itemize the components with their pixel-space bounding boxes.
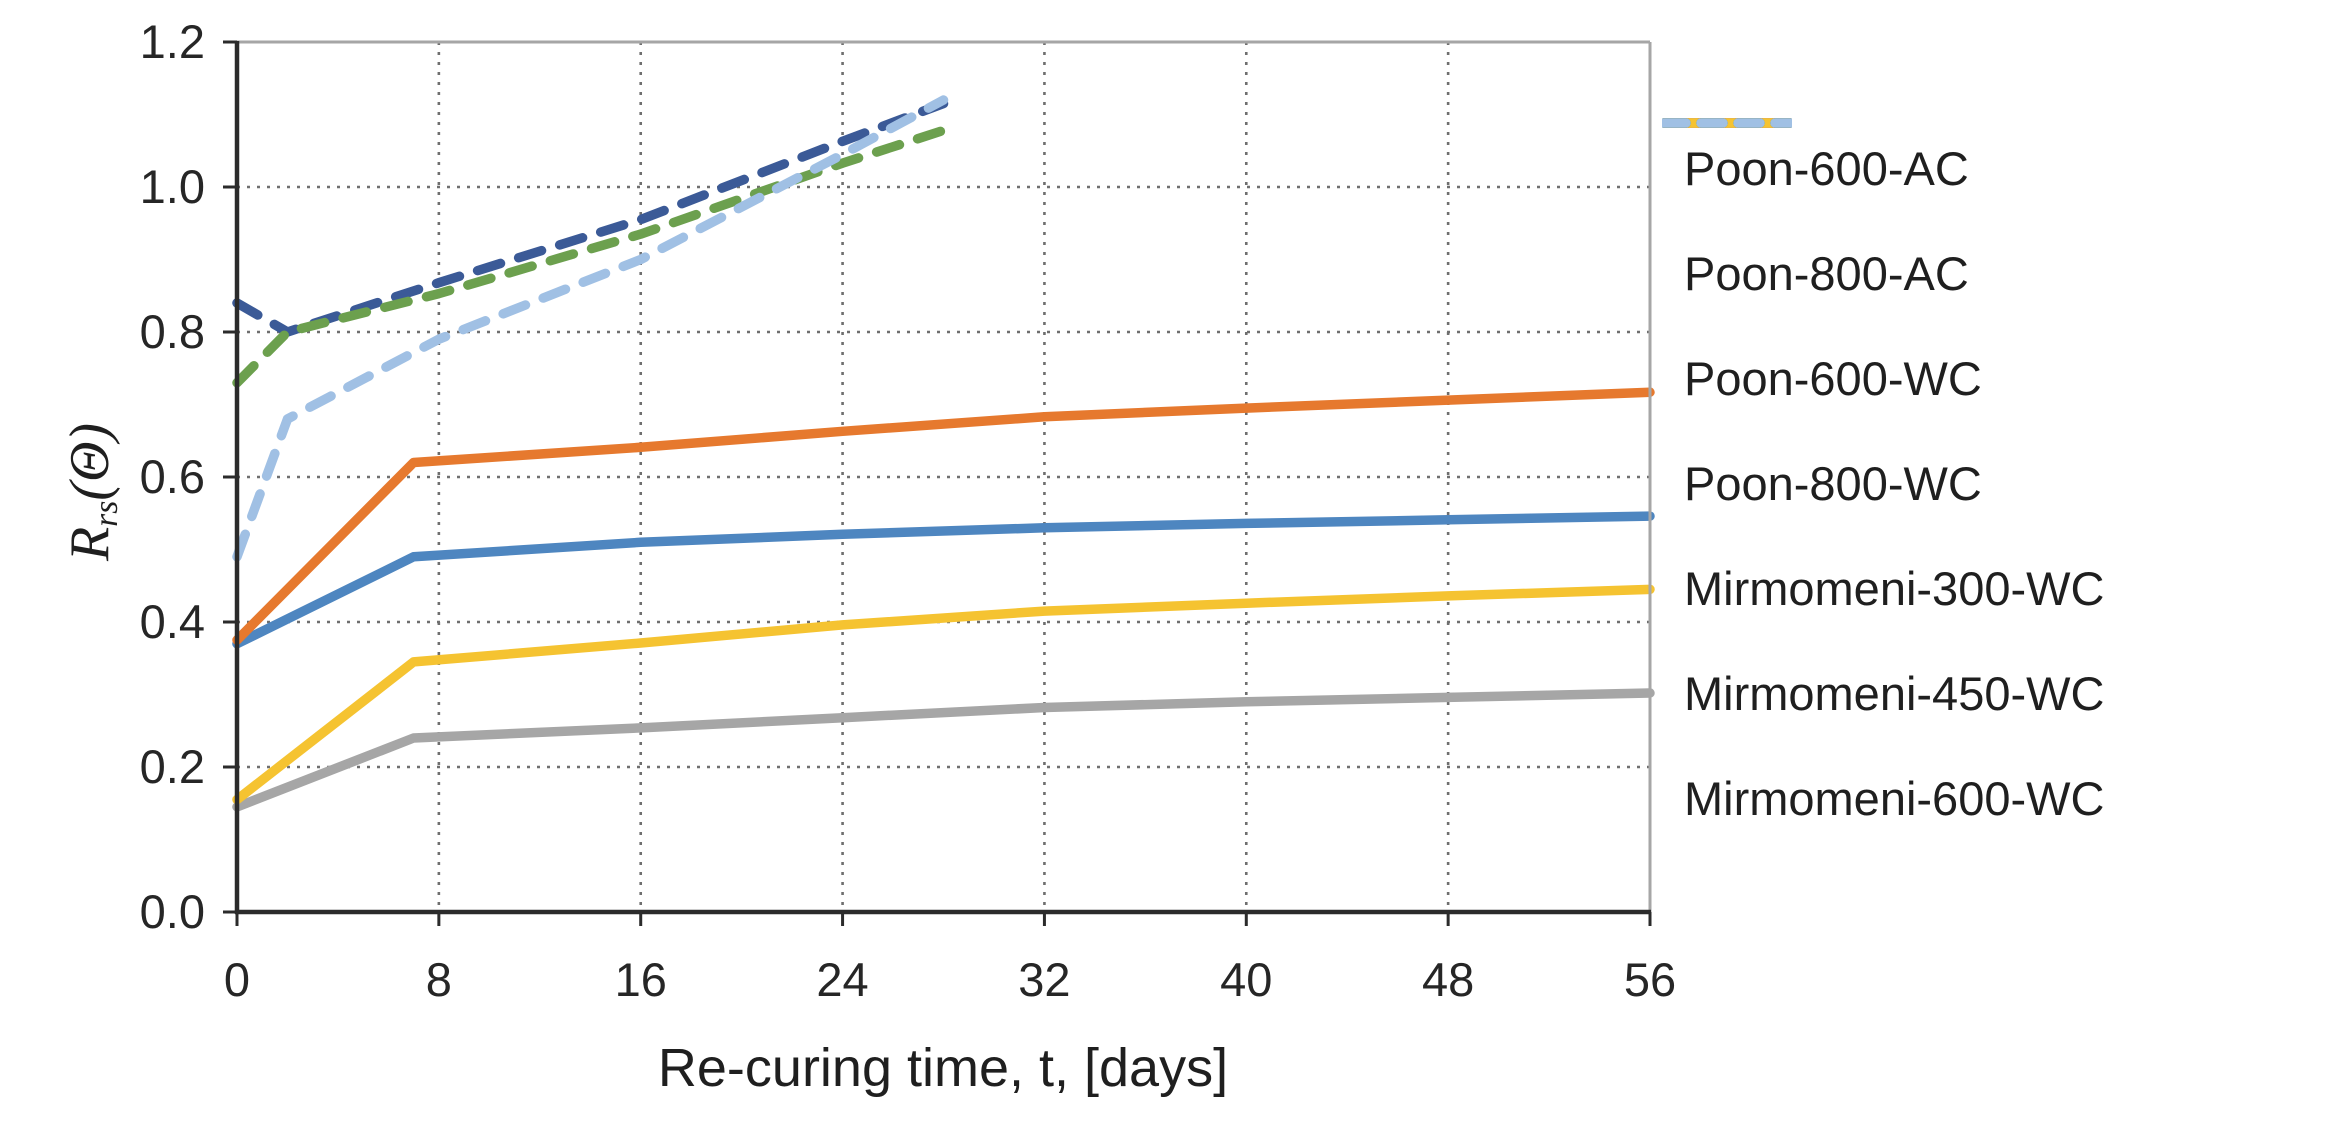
series-line-mirmomeni-300-wc xyxy=(232,98,949,337)
legend-item-mirmomeni-600-wc: Mirmomeni-600-WC xyxy=(1662,118,2105,851)
x-tick-label: 32 xyxy=(1018,953,1070,1006)
series-layer xyxy=(232,95,1655,812)
legend-item-poon-800-wc: Poon-800-WC xyxy=(1662,118,2104,536)
y-axis-title-subscript: rs xyxy=(88,500,126,527)
grid-layer xyxy=(237,42,1650,912)
y-tick-label: 0.4 xyxy=(140,595,205,648)
x-axis-title: Re-curing time, t, [days] xyxy=(657,1038,1229,1098)
legend-item-mirmomeni-450-wc: Mirmomeni-450-WC xyxy=(1662,118,2105,746)
legend-label: Poon-600-AC xyxy=(1684,142,1969,195)
legend-label: Poon-600-WC xyxy=(1684,352,1982,405)
y-tick-label: 0.0 xyxy=(140,885,205,938)
series-line-poon-800-ac xyxy=(232,688,1655,812)
series-line-mirmomeni-450-wc xyxy=(232,125,949,388)
series-line-poon-600-ac xyxy=(232,511,1655,649)
legend-label: Mirmomeni-450-WC xyxy=(1684,667,2105,720)
x-tick-label: 24 xyxy=(816,953,868,1006)
x-tick-label: 16 xyxy=(615,953,667,1006)
x-tick-label: 8 xyxy=(426,953,452,1006)
legend-item-mirmomeni-300-wc: Mirmomeni-300-WC xyxy=(1662,118,2105,641)
series-line-mirmomeni-600-wc xyxy=(232,95,949,562)
legend-label: Mirmomeni-600-WC xyxy=(1684,772,2105,825)
series-line-poon-800-wc xyxy=(232,584,1655,805)
legend: Poon-600-AC Poon-800-AC Poon-600-WC Poon-80… xyxy=(1662,116,2104,851)
axis-layer xyxy=(223,40,1652,926)
y-tick-label: 1.0 xyxy=(140,160,205,213)
legend-item-poon-600-ac: Poon-600-AC xyxy=(1662,116,2104,221)
y-axis-title: Rrs(Θ) xyxy=(58,423,126,561)
y-tick-label: 0.6 xyxy=(140,450,205,503)
legend-item-poon-600-wc: Poon-600-WC xyxy=(1662,118,2104,431)
y-axis-title-base: R xyxy=(58,526,121,562)
legend-label: Mirmomeni-300-WC xyxy=(1684,562,2105,615)
legend-item-poon-800-ac: Poon-800-AC xyxy=(1662,118,2104,326)
tick-label-layer: 0 8 16 24 32 40 48 56 0.0 0.2 0.4 0.6 0.8 1.0 1.2 xyxy=(140,15,1676,1006)
legend-label: Poon-800-AC xyxy=(1684,247,1969,300)
series-line-poon-600-wc xyxy=(232,387,1655,645)
y-axis-title-argument: (Θ) xyxy=(58,422,121,501)
x-tick-label: 40 xyxy=(1220,953,1272,1006)
legend-label: Poon-800-WC xyxy=(1684,457,1982,510)
x-tick-label: 56 xyxy=(1624,953,1676,1006)
x-tick-label: 48 xyxy=(1422,953,1474,1006)
legend-swatch-line xyxy=(1662,118,1792,128)
x-tick-label: 0 xyxy=(224,953,250,1006)
y-tick-label: 0.8 xyxy=(140,305,205,358)
y-tick-label: 0.2 xyxy=(140,740,205,793)
y-tick-label: 1.2 xyxy=(140,15,205,68)
